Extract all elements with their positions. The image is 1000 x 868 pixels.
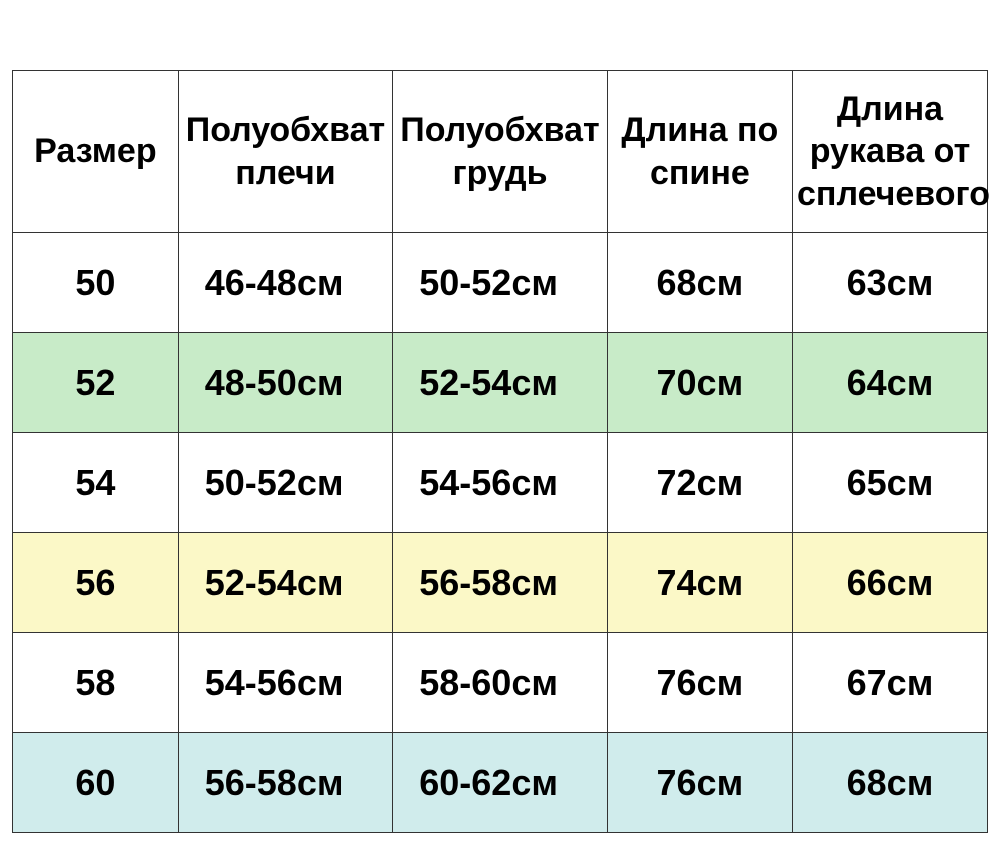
table-row: 5046-48см50-52см68см63см — [13, 233, 988, 333]
col-header-size: Размер — [13, 71, 179, 233]
size-chart-table: Размер Полуобхват плечи Полуобхват грудь… — [12, 70, 988, 833]
cell-sleeve: 64см — [793, 333, 988, 433]
table-row: 5652-54см56-58см74см66см — [13, 533, 988, 633]
cell-chest: 50-52см — [393, 233, 608, 333]
table-row: 5450-52см54-56см72см65см — [13, 433, 988, 533]
col-header-chest: Полуобхват грудь — [393, 71, 608, 233]
cell-shoulders: 52-54см — [178, 533, 393, 633]
cell-sleeve: 63см — [793, 233, 988, 333]
cell-chest: 54-56см — [393, 433, 608, 533]
cell-size: 52 — [13, 333, 179, 433]
table-row: 6056-58см60-62см76см68см — [13, 733, 988, 833]
cell-sleeve: 67см — [793, 633, 988, 733]
cell-back: 76см — [607, 633, 792, 733]
col-header-back: Длина по спине — [607, 71, 792, 233]
col-header-sleeve: Длина рукава от сплечевого — [793, 71, 988, 233]
cell-back: 76см — [607, 733, 792, 833]
table-body: 5046-48см50-52см68см63см5248-50см52-54см… — [13, 233, 988, 833]
table-header-row: Размер Полуобхват плечи Полуобхват грудь… — [13, 71, 988, 233]
cell-back: 70см — [607, 333, 792, 433]
cell-back: 68см — [607, 233, 792, 333]
cell-size: 58 — [13, 633, 179, 733]
cell-shoulders: 48-50см — [178, 333, 393, 433]
cell-chest: 56-58см — [393, 533, 608, 633]
cell-chest: 58-60см — [393, 633, 608, 733]
cell-chest: 52-54см — [393, 333, 608, 433]
cell-back: 72см — [607, 433, 792, 533]
cell-chest: 60-62см — [393, 733, 608, 833]
cell-size: 50 — [13, 233, 179, 333]
cell-size: 54 — [13, 433, 179, 533]
table-row: 5248-50см52-54см70см64см — [13, 333, 988, 433]
cell-sleeve: 66см — [793, 533, 988, 633]
cell-shoulders: 46-48см — [178, 233, 393, 333]
cell-back: 74см — [607, 533, 792, 633]
cell-shoulders: 56-58см — [178, 733, 393, 833]
cell-sleeve: 68см — [793, 733, 988, 833]
cell-shoulders: 50-52см — [178, 433, 393, 533]
table-row: 5854-56см58-60см76см67см — [13, 633, 988, 733]
cell-size: 56 — [13, 533, 179, 633]
cell-sleeve: 65см — [793, 433, 988, 533]
cell-shoulders: 54-56см — [178, 633, 393, 733]
cell-size: 60 — [13, 733, 179, 833]
col-header-shoulders: Полуобхват плечи — [178, 71, 393, 233]
